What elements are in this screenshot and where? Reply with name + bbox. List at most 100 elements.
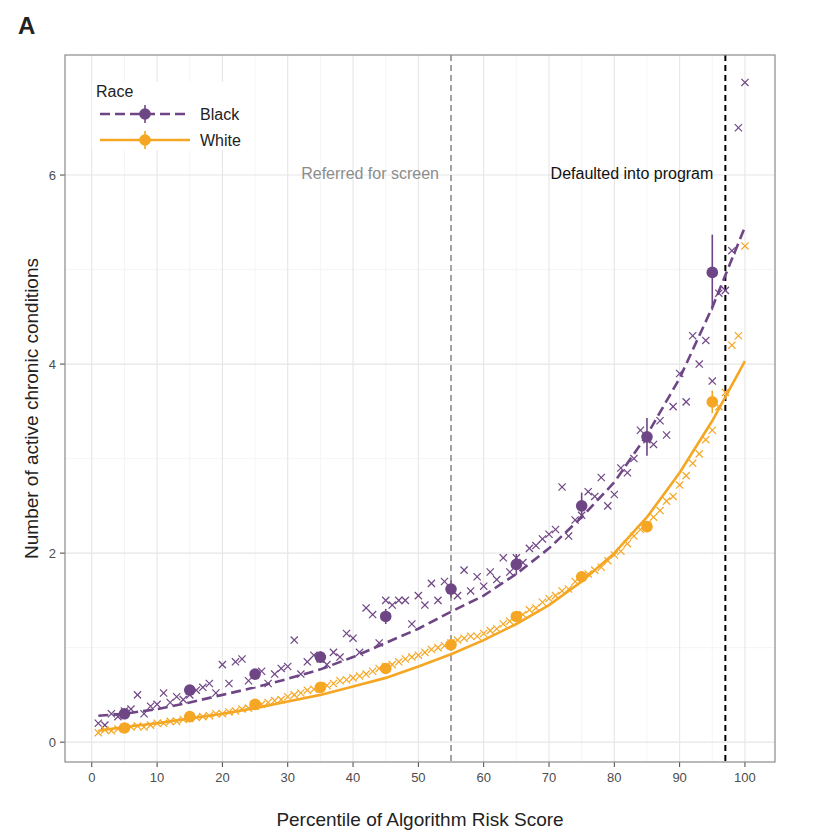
- minor-grid-y: [65, 269, 775, 270]
- cross-stroke: [408, 653, 415, 660]
- tick-label-x: 60: [476, 770, 490, 785]
- cross-stroke: [180, 696, 187, 703]
- cross-stroke: [415, 592, 422, 599]
- percentile-point: [506, 568, 513, 575]
- cross-stroke: [709, 427, 716, 434]
- cross-stroke: [474, 573, 481, 580]
- cross-stroke: [539, 535, 546, 542]
- x-axis-title: Percentile of Algorithm Risk Score: [276, 809, 563, 830]
- percentile-point: [467, 633, 474, 640]
- cross-stroke: [160, 689, 167, 696]
- cross-stroke: [598, 474, 605, 481]
- cross-stroke: [330, 680, 337, 687]
- percentile-point: [683, 472, 690, 479]
- percentile-point: [160, 689, 167, 696]
- percentile-point: [349, 674, 356, 681]
- percentile-point: [480, 630, 487, 637]
- cross-stroke: [428, 580, 435, 587]
- cross-stroke: [284, 663, 291, 670]
- cross-stroke: [663, 498, 670, 505]
- cross-stroke: [611, 491, 618, 498]
- percentile-point: [487, 627, 494, 634]
- cross-stroke: [343, 630, 350, 637]
- percentile-point: [395, 658, 402, 665]
- percentile-point: [565, 533, 572, 540]
- cross-stroke: [271, 670, 278, 677]
- percentile-point: [585, 488, 592, 495]
- cross-stroke: [356, 672, 363, 679]
- cross-stroke: [343, 676, 350, 683]
- cross-stroke: [585, 488, 592, 495]
- cross-stroke: [709, 427, 716, 434]
- tick-label-x: 70: [542, 770, 556, 785]
- cross-stroke: [421, 649, 428, 656]
- percentile-point: [735, 332, 742, 339]
- cross-stroke: [728, 342, 735, 349]
- tick-label-x: 10: [150, 770, 164, 785]
- grid-x: [744, 55, 745, 762]
- cross-stroke: [624, 469, 631, 476]
- cross-stroke: [343, 630, 350, 637]
- cross-stroke: [650, 441, 657, 448]
- cross-stroke: [336, 677, 343, 684]
- cross-stroke: [460, 567, 467, 574]
- minor-grid-x: [385, 55, 386, 762]
- minor-grid-x: [255, 55, 256, 762]
- grid-x: [614, 55, 615, 762]
- percentile-point: [474, 573, 481, 580]
- cross-stroke: [487, 568, 494, 575]
- cross-stroke: [735, 332, 742, 339]
- grid-x: [679, 55, 680, 762]
- cross-stroke: [741, 242, 748, 249]
- cross-stroke: [728, 342, 735, 349]
- grid-x: [157, 55, 158, 762]
- cross-stroke: [271, 670, 278, 677]
- percentile-point: [722, 287, 729, 294]
- cross-stroke: [304, 687, 311, 694]
- cross-stroke: [284, 693, 291, 700]
- cross-stroke: [467, 587, 474, 594]
- cross-stroke: [180, 696, 187, 703]
- cross-stroke: [173, 693, 180, 700]
- bin-mean: [641, 521, 653, 533]
- cross-stroke: [467, 633, 474, 640]
- cross-stroke: [741, 79, 748, 86]
- cross-stroke: [480, 630, 487, 637]
- tick-label-y: 0: [49, 735, 56, 750]
- minor-grid-x: [646, 55, 647, 762]
- cross-stroke: [278, 665, 285, 672]
- cross-stroke: [408, 620, 415, 627]
- percentile-point: [598, 474, 605, 481]
- cross-stroke: [467, 587, 474, 594]
- bin-mean: [184, 684, 196, 696]
- cross-stroke: [284, 663, 291, 670]
- cross-stroke: [291, 636, 298, 643]
- axes: 01020304050607080901000246: [49, 168, 756, 785]
- chart: 01020304050607080901000246Percentile of …: [0, 0, 814, 838]
- cross-stroke: [232, 658, 239, 665]
- percentile-point: [702, 337, 709, 344]
- cross-stroke: [487, 627, 494, 634]
- cross-stroke: [663, 431, 670, 438]
- cross-stroke: [304, 687, 311, 694]
- percentile-point: [297, 689, 304, 696]
- cross-stroke: [689, 460, 696, 467]
- percentile-point: [206, 680, 213, 687]
- cross-stroke: [304, 658, 311, 665]
- percentile-point: [402, 597, 409, 604]
- cross-stroke: [683, 472, 690, 479]
- tick-label-x: 90: [672, 770, 686, 785]
- cross-stroke: [676, 481, 683, 488]
- grid-x: [91, 55, 92, 762]
- cross-stroke: [558, 483, 565, 490]
- cross-stroke: [434, 644, 441, 651]
- percentile-point: [441, 578, 448, 585]
- tick-label-x: 40: [346, 770, 360, 785]
- cross-stroke: [565, 533, 572, 540]
- cross-stroke: [291, 691, 298, 698]
- minor-grid-x: [516, 55, 517, 762]
- cross-stroke: [238, 655, 245, 662]
- cross-stroke: [415, 592, 422, 599]
- percentile-point: [689, 460, 696, 467]
- cross-stroke: [349, 674, 356, 681]
